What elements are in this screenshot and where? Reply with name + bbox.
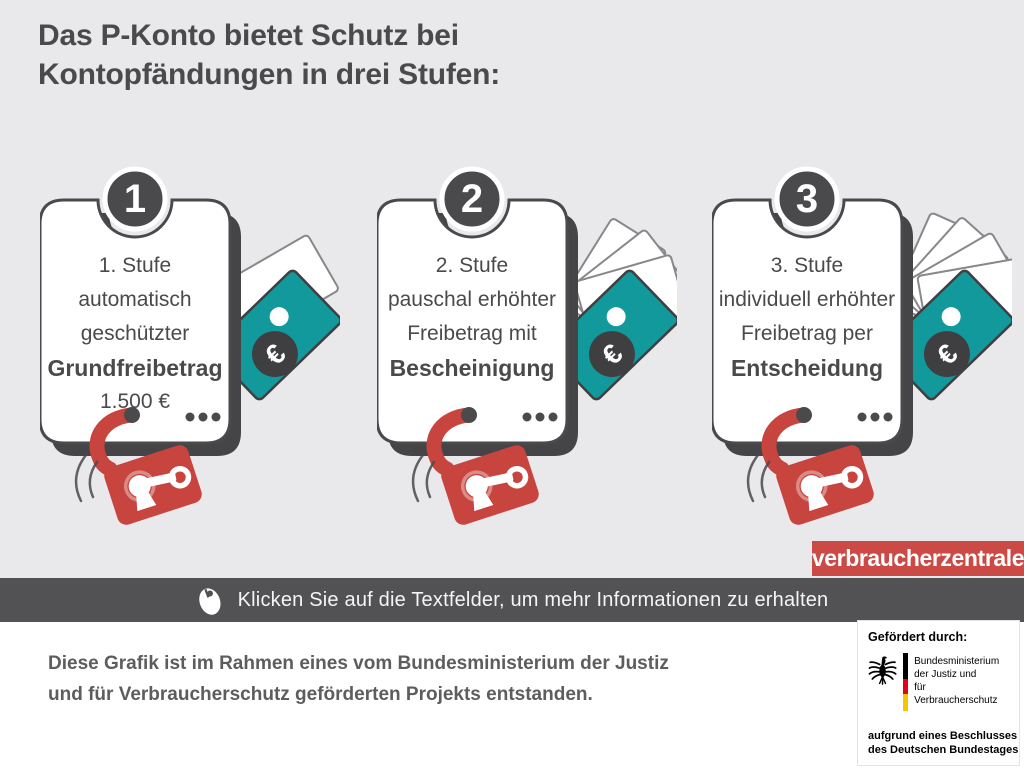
- card-body[interactable]: [712, 198, 904, 445]
- banknote-icon: €: [547, 269, 677, 401]
- card-body[interactable]: [377, 198, 569, 445]
- hint-bar: Klicken Sie auf die Textfelder, um mehr …: [0, 578, 1024, 622]
- page-title-line1: Das P-Konto bietet Schutz bei: [38, 19, 459, 52]
- money-icon: €: [882, 212, 1012, 401]
- card-graphic-3: €: [712, 166, 1012, 525]
- footer-note-line2: und für Verbraucherschutz geförderten Pr…: [48, 684, 593, 705]
- money-icon: €: [547, 218, 677, 401]
- funding-logo-box: Gefördert durch:: [857, 620, 1020, 766]
- padlock-icon: [89, 407, 202, 525]
- step-number: 3: [796, 177, 818, 221]
- motion-lines: [746, 453, 771, 503]
- card3-highlight: Entscheidung: [730, 355, 884, 381]
- card2-highlight: Bescheinigung: [389, 355, 555, 381]
- funding-basis-line1: aufgrund eines Beschlusses: [868, 730, 1018, 742]
- step-number: 2: [461, 177, 483, 221]
- ministry-line3: für Verbraucherschutz: [914, 682, 998, 706]
- ministry-line2: der Justiz und: [914, 669, 977, 680]
- banknote-icon: €: [210, 269, 340, 401]
- ellipsis-icon: [185, 412, 221, 422]
- ministry-line1: Bundesministerium: [914, 656, 1000, 667]
- step-number: 1: [124, 177, 146, 221]
- card1-line2: automatisch: [78, 288, 192, 311]
- step-number-badge: [439, 166, 505, 232]
- lock-shackle: [426, 407, 477, 477]
- federal-eagle-icon: [868, 656, 897, 685]
- card-stufe-3[interactable]: €: [712, 165, 1012, 565]
- ellipsis-icon: [857, 412, 893, 422]
- hint-text: Klicken Sie auf die Textfelder, um mehr …: [237, 588, 829, 611]
- flag-stripe: [903, 653, 909, 711]
- motion-lines: [74, 453, 99, 503]
- step-number-badge: [102, 166, 168, 232]
- padlock-icon: [426, 407, 539, 525]
- card-textfield-1[interactable]: 1. Stufe automatisch geschützter Grundfr…: [40, 249, 230, 419]
- card1-line3: geschützter: [80, 322, 190, 345]
- page-title: Das P-Konto bietet Schutz bei Kontopfänd…: [38, 16, 500, 94]
- padlock-icon: [761, 407, 874, 525]
- shackle-hole: [796, 407, 812, 423]
- money-icon: €: [210, 234, 340, 401]
- shackle-hole: [124, 407, 140, 423]
- lock-shackle: [89, 407, 140, 477]
- verbraucherzentrale-logo-text: verbraucherzentrale: [811, 545, 1024, 571]
- card3-line2: individuell erhöhter: [718, 288, 896, 311]
- card3-line3: Freibetrag per: [741, 322, 873, 345]
- step-number-badge: [774, 166, 840, 232]
- mouse-icon: [198, 587, 221, 615]
- card-stufe-2[interactable]: €: [377, 165, 677, 565]
- card-body[interactable]: [40, 198, 232, 445]
- card-graphic-1: €: [40, 166, 340, 525]
- lock-shackle: [761, 407, 812, 477]
- card1-amount: 1.500 €: [99, 390, 171, 413]
- verbraucherzentrale-logo: verbraucherzentrale: [812, 541, 1024, 576]
- card2-line3: Freibetrag mit: [407, 322, 537, 345]
- card2-line1: 2. Stufe: [435, 254, 509, 277]
- card1-highlight: Grundfreibetrag: [47, 355, 223, 381]
- card-graphic-2: €: [377, 166, 677, 525]
- page-title-line2: Kontopfändungen in drei Stufen:: [38, 58, 501, 91]
- footer-note-line1: Diese Grafik ist im Rahmen eines vom Bun…: [48, 653, 669, 674]
- shackle-hole: [461, 407, 477, 423]
- card2-line2: pauschal erhöhter: [387, 288, 557, 311]
- card-textfield-2[interactable]: 2. Stufe pauschal erhöhter Freibetrag mi…: [377, 249, 567, 385]
- funding-basis: aufgrund eines Beschlusses des Deutschen…: [868, 730, 1018, 757]
- card3-line1: 3. Stufe: [770, 254, 844, 277]
- ellipsis-icon: [522, 412, 558, 422]
- card1-line1: 1. Stufe: [98, 254, 172, 277]
- funding-heading: Gefördert durch:: [868, 630, 968, 644]
- funding-basis-line2: des Deutschen Bundestages: [868, 743, 1019, 756]
- ministry-name: Bundesministerium der Justiz und für Ver…: [914, 653, 1009, 707]
- card-stufe-1[interactable]: €: [40, 165, 340, 565]
- motion-lines: [411, 453, 436, 503]
- card-textfield-3[interactable]: 3. Stufe individuell erhöhter Freibetrag…: [712, 249, 902, 385]
- footer-note: Diese Grafik ist im Rahmen eines vom Bun…: [48, 648, 669, 710]
